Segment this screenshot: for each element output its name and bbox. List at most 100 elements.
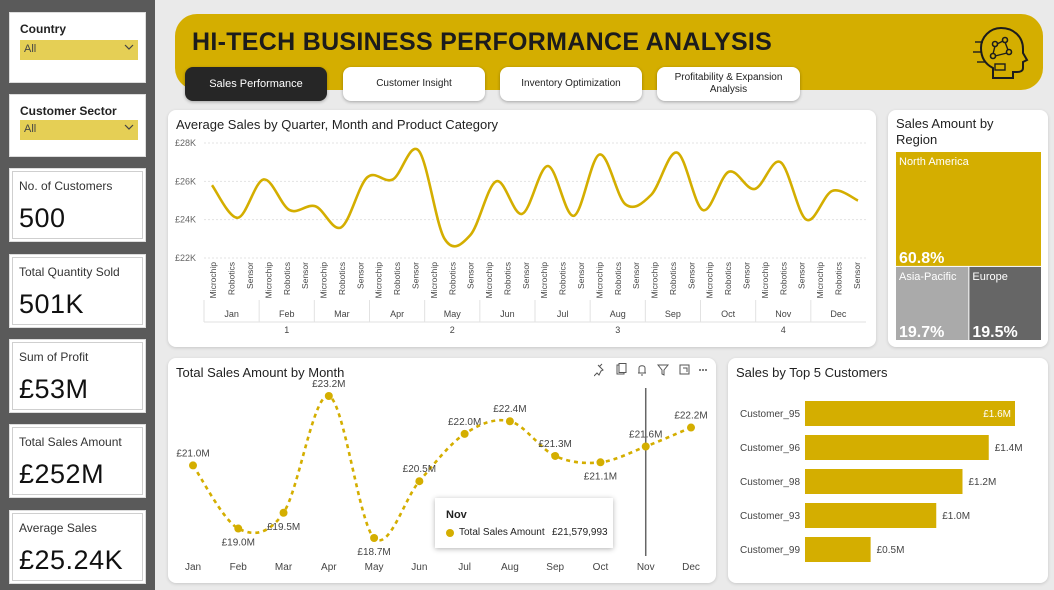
x-tick-month: Jul [557, 309, 569, 319]
x-tick-label: Oct [593, 562, 609, 573]
x-tick-label: Aug [501, 562, 519, 573]
data-point [370, 534, 379, 542]
chevron-down-icon [124, 124, 134, 130]
x-tick-month: Nov [775, 309, 792, 319]
data-label: £18.7M [357, 547, 390, 558]
kpi-label: Sum of Profit [19, 350, 89, 364]
kpi-customers-card: No. of Customers 500 [9, 168, 146, 242]
kpi-label: No. of Customers [19, 179, 113, 193]
visual-header-icons [594, 363, 707, 377]
data-label: £22.4M [493, 404, 526, 415]
x-tick-category: Robotics [558, 262, 568, 295]
x-tick-quarter: 4 [781, 325, 786, 335]
kpi-value: 500 [19, 203, 66, 233]
more-options-icon[interactable] [699, 369, 707, 371]
x-tick-label: Sep [546, 562, 564, 573]
x-tick-category: Sensor [852, 262, 862, 289]
y-tick-label: £22K [175, 253, 196, 263]
tooltip-value: £21,579,993 [552, 527, 608, 538]
x-tick-month: May [444, 309, 462, 319]
x-tick-month: Sep [665, 309, 681, 319]
chart-title: Sales by Top 5 Customers [736, 365, 888, 380]
x-tick-month: Jan [224, 309, 239, 319]
data-point [415, 477, 424, 486]
data-point [234, 524, 243, 533]
total-sales-line-chart: £21.0M Jan £19.0M Feb £19.5M Mar £23.2M Apr £18.… [176, 379, 707, 573]
sector-dropdown[interactable]: All [20, 120, 138, 140]
x-tick-quarter: 2 [450, 325, 455, 335]
sector-slicer: Customer Sector All [9, 94, 146, 157]
x-tick-quarter: 3 [615, 325, 620, 335]
x-tick-category: Sensor [576, 262, 586, 289]
x-tick-month: Oct [721, 309, 736, 319]
avg-sales-line-chart: £28K £26K £24K £22K Microchip Robotics Sensor J… [175, 138, 866, 335]
chevron-down-icon [124, 44, 134, 50]
sector-slicer-title: Customer Sector [20, 104, 117, 118]
tab-sales-performance[interactable]: Sales Performance [185, 67, 327, 101]
x-tick-category: Robotics [337, 262, 347, 295]
bar [805, 401, 1015, 426]
treemap-category-label: Europe [972, 271, 1007, 283]
x-tick-category: Sensor [631, 262, 641, 289]
x-tick-category: Sensor [245, 262, 255, 289]
tab-profitability-expansion[interactable]: Profitability & Expansion Analysis [657, 67, 800, 101]
x-tick-category: Microchip [208, 262, 218, 299]
x-tick-label: Feb [230, 562, 248, 573]
x-tick-category: Robotics [227, 262, 237, 295]
data-point [279, 508, 288, 517]
data-label: £21.6M [629, 429, 662, 440]
y-tick-label: Customer_98 [740, 477, 800, 488]
bar [805, 537, 871, 562]
y-tick-label: Customer_95 [740, 409, 800, 420]
data-point [505, 417, 514, 426]
sector-dropdown-value: All [24, 123, 37, 135]
bar [805, 435, 989, 460]
tab-customer-insight[interactable]: Customer Insight [343, 67, 485, 101]
x-tick-category: Robotics [392, 262, 402, 295]
treemap-tile [969, 266, 1041, 340]
data-label: £1.2M [969, 477, 997, 488]
x-tick-category: Sensor [741, 262, 751, 289]
treemap-value-label: 60.8% [899, 250, 944, 267]
copy-icon[interactable] [616, 363, 627, 375]
y-tick-label: £28K [175, 138, 196, 148]
monthly-sales-chart-panel: Total Sales Amount by Month £21.0M Jan £19… [168, 358, 716, 583]
x-tick-category: Sensor [300, 262, 310, 289]
tooltip-title: Nov [446, 509, 467, 521]
tooltip: Nov Total Sales Amount £21,579,993 [435, 498, 613, 548]
chart-title: Sales Amount by Region [896, 116, 994, 147]
x-tick-category: Microchip [815, 262, 825, 299]
x-tick-category: Microchip [594, 262, 604, 299]
country-slicer: Country All [9, 12, 146, 83]
data-label: £22.0M [448, 417, 481, 428]
data-label: £19.0M [222, 538, 255, 549]
y-tick-label: £26K [175, 176, 196, 186]
x-tick-quarter: 1 [284, 325, 289, 335]
data-label: £23.2M [312, 379, 345, 390]
x-tick-category: Microchip [650, 262, 660, 299]
kpi-label: Average Sales [19, 521, 97, 535]
kpi-label: Total Sales Amount [19, 435, 122, 449]
pin-icon[interactable] [594, 363, 604, 377]
region-treemap-panel: Sales Amount by Region North America 60.8… [888, 110, 1048, 347]
focus-mode-icon[interactable] [679, 364, 690, 375]
x-tick-label: May [365, 562, 384, 573]
kpi-avg-sales-card: Average Sales £25.24K [9, 510, 146, 584]
x-tick-category: Robotics [502, 262, 512, 295]
x-tick-label: Jul [458, 562, 471, 573]
x-tick-category: Robotics [668, 262, 678, 295]
x-tick-month: Aug [610, 309, 626, 319]
kpi-value: 501K [19, 289, 85, 319]
data-label: £22.2M [674, 411, 707, 422]
data-label: £21.3M [539, 439, 572, 450]
kpi-value: £252M [19, 459, 105, 489]
tab-inventory-optimization[interactable]: Inventory Optimization [500, 67, 642, 101]
country-dropdown[interactable]: All [20, 40, 138, 60]
bell-icon[interactable] [638, 365, 646, 376]
x-tick-label: Mar [275, 562, 293, 573]
filter-icon[interactable] [656, 364, 670, 376]
y-tick-label: Customer_93 [740, 511, 800, 522]
kpi-sales-card: Total Sales Amount £252M [9, 424, 146, 498]
bar [805, 503, 937, 528]
x-tick-label: Jan [185, 562, 201, 573]
